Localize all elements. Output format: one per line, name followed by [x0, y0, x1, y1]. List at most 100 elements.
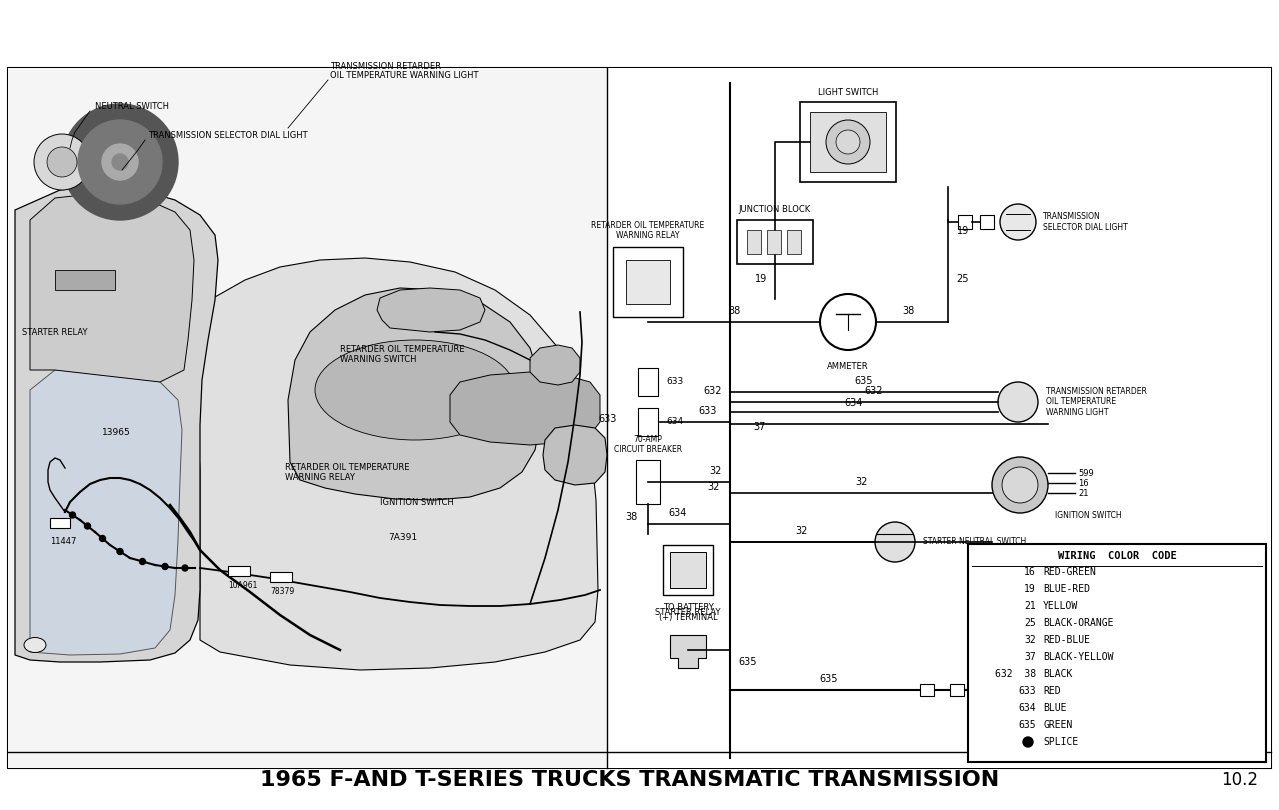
Text: 21: 21: [1024, 601, 1036, 611]
Text: WARNING SWITCH: WARNING SWITCH: [340, 355, 417, 364]
Text: 16: 16: [1078, 479, 1088, 488]
Polygon shape: [183, 258, 599, 670]
Circle shape: [1023, 737, 1033, 747]
Circle shape: [182, 565, 188, 571]
Text: 10.2: 10.2: [1221, 771, 1259, 789]
Text: 7A391: 7A391: [388, 533, 417, 542]
Text: 632  38: 632 38: [995, 669, 1036, 679]
Bar: [958, 215, 972, 229]
Circle shape: [820, 294, 876, 350]
Circle shape: [836, 130, 859, 154]
Circle shape: [1001, 467, 1039, 503]
Circle shape: [102, 144, 138, 180]
Ellipse shape: [315, 340, 515, 440]
Text: BLACK-YELLOW: BLACK-YELLOW: [1042, 652, 1114, 662]
Text: 78379: 78379: [270, 587, 294, 596]
Bar: [663, 545, 712, 595]
Text: STARTER RELAY: STARTER RELAY: [655, 608, 721, 617]
Circle shape: [61, 104, 178, 220]
Text: 632: 632: [703, 386, 723, 396]
Ellipse shape: [24, 637, 46, 653]
Text: BLUE: BLUE: [1042, 703, 1067, 713]
Text: JUNCTION BLOCK: JUNCTION BLOCK: [739, 205, 811, 214]
Bar: [228, 566, 249, 576]
Bar: [1010, 650, 1026, 675]
Text: 19: 19: [1024, 584, 1036, 594]
Text: NEUTRAL SWITCH: NEUTRAL SWITCH: [95, 102, 169, 111]
Text: 25: 25: [1024, 618, 1036, 628]
Text: RED-BLUE: RED-BLUE: [1042, 635, 1090, 645]
Text: 21: 21: [1078, 488, 1088, 497]
Text: 634: 634: [668, 508, 687, 518]
Bar: [810, 112, 886, 172]
Text: AMMETER: AMMETER: [828, 362, 868, 371]
Text: RETARDER OIL TEMPERATURE: RETARDER OIL TEMPERATURE: [285, 463, 409, 472]
Polygon shape: [288, 288, 542, 500]
Bar: [968, 544, 1266, 762]
Text: IGNITION SWITCH: IGNITION SWITCH: [380, 498, 454, 507]
Text: 599: 599: [1078, 468, 1094, 478]
Text: 32: 32: [707, 482, 720, 492]
Text: 38: 38: [728, 306, 741, 316]
Bar: [55, 270, 115, 290]
Text: OIL TEMPERATURE WARNING LIGHT: OIL TEMPERATURE WARNING LIGHT: [330, 71, 478, 80]
Circle shape: [47, 147, 77, 177]
Text: 37: 37: [1024, 652, 1036, 662]
Circle shape: [35, 134, 90, 190]
Text: 25: 25: [955, 274, 968, 284]
Bar: [787, 230, 801, 254]
Text: TRANSMISSION RETARDER: TRANSMISSION RETARDER: [330, 62, 441, 71]
Bar: [625, 260, 670, 304]
Bar: [8, 68, 608, 768]
Text: TRANSMISSION
SELECTOR DIAL LIGHT: TRANSMISSION SELECTOR DIAL LIGHT: [1042, 212, 1128, 232]
Bar: [638, 408, 657, 436]
Text: RED: RED: [1042, 686, 1060, 696]
Text: 632: 632: [865, 386, 884, 396]
Text: RETARDER OIL
TEMPERATURE
WARNING SWITCH: RETARDER OIL TEMPERATURE WARNING SWITCH: [1039, 625, 1108, 655]
Bar: [636, 460, 660, 504]
Circle shape: [116, 548, 123, 555]
Polygon shape: [15, 185, 217, 662]
Circle shape: [78, 120, 162, 204]
Text: LIGHT SWITCH: LIGHT SWITCH: [817, 88, 879, 97]
Text: 16: 16: [1024, 567, 1036, 577]
Text: 633: 633: [599, 414, 618, 424]
Circle shape: [1000, 204, 1036, 240]
Circle shape: [69, 512, 75, 518]
Text: 635: 635: [820, 674, 838, 684]
Bar: [737, 220, 813, 264]
Bar: [608, 68, 1271, 768]
Bar: [1014, 638, 1022, 653]
Polygon shape: [544, 425, 608, 485]
Text: 37: 37: [753, 422, 766, 432]
Circle shape: [139, 559, 146, 565]
Bar: [920, 684, 934, 696]
Text: STARTER RELAY: STARTER RELAY: [22, 328, 87, 337]
Text: 13965: 13965: [102, 428, 130, 437]
Bar: [638, 368, 657, 396]
Text: 633: 633: [1018, 686, 1036, 696]
Polygon shape: [377, 288, 485, 332]
Text: 19: 19: [755, 274, 767, 284]
Polygon shape: [29, 193, 194, 382]
Text: 634: 634: [666, 417, 683, 427]
Text: TRANSMISSION SELECTOR DIAL LIGHT: TRANSMISSION SELECTOR DIAL LIGHT: [148, 131, 308, 140]
Polygon shape: [530, 345, 579, 385]
Text: IGNITION SWITCH: IGNITION SWITCH: [1055, 510, 1122, 519]
Text: 633: 633: [698, 406, 716, 416]
Text: 32: 32: [1024, 635, 1036, 645]
Text: 32: 32: [796, 526, 808, 536]
Circle shape: [100, 535, 105, 542]
Text: STARTER NEUTRAL SWITCH: STARTER NEUTRAL SWITCH: [923, 538, 1026, 547]
Circle shape: [998, 382, 1039, 422]
Bar: [767, 230, 781, 254]
Circle shape: [113, 154, 128, 170]
Bar: [950, 684, 964, 696]
Text: 10A961: 10A961: [228, 581, 257, 590]
Text: 635: 635: [1018, 720, 1036, 730]
Text: WIRING  COLOR  CODE: WIRING COLOR CODE: [1058, 551, 1177, 561]
Text: RED-GREEN: RED-GREEN: [1042, 567, 1096, 577]
Bar: [613, 247, 683, 317]
Text: BLUE-RED: BLUE-RED: [1042, 584, 1090, 594]
Circle shape: [162, 564, 168, 569]
